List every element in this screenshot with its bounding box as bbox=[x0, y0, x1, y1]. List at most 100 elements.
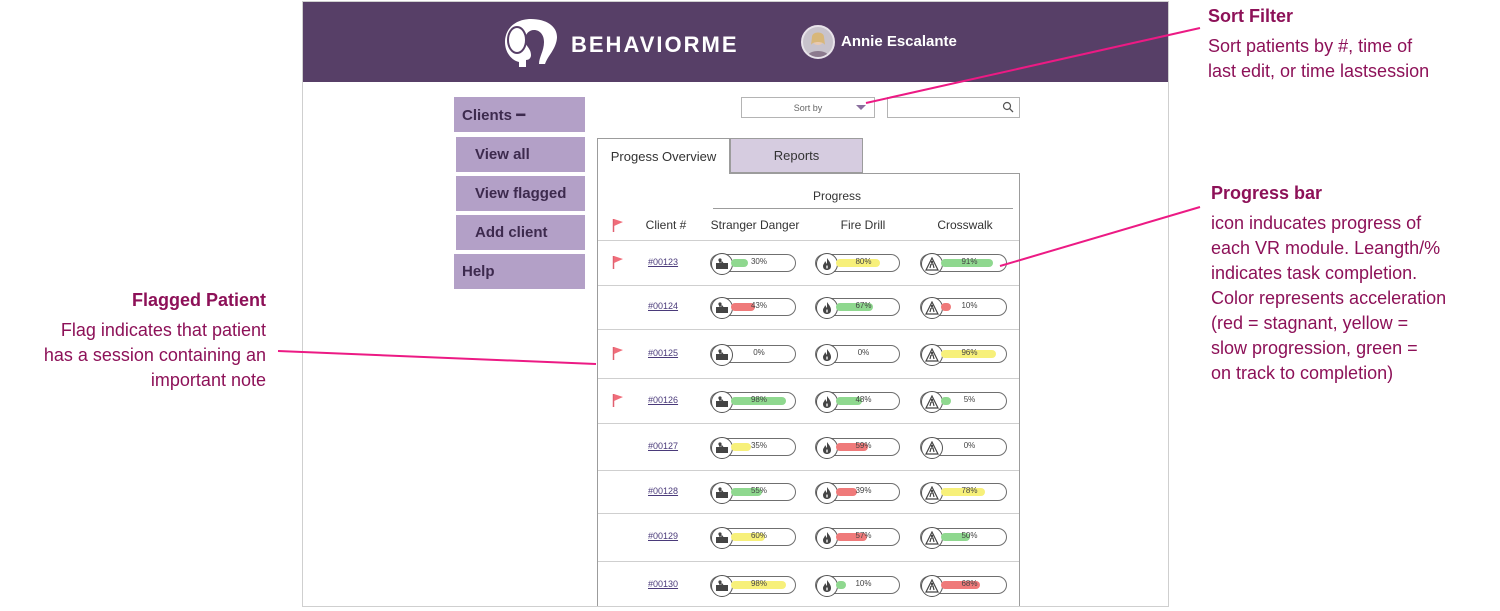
search-input[interactable] bbox=[887, 97, 1020, 118]
progress-percent: 50% bbox=[961, 531, 978, 540]
sort-label: Sort by bbox=[793, 102, 823, 113]
flag-icon[interactable] bbox=[612, 346, 624, 360]
progress-fill bbox=[836, 533, 867, 541]
client-link[interactable]: #00124 bbox=[648, 301, 679, 311]
module-progress-bar[interactable]: 35% bbox=[710, 437, 796, 459]
module-progress-bar[interactable]: 78% bbox=[920, 482, 1007, 504]
progress-percent: 98% bbox=[750, 395, 767, 404]
module-progress-bar[interactable]: 98% bbox=[710, 391, 796, 413]
annotation-flagged-title: Flagged Patient bbox=[131, 290, 266, 310]
progress-percent: 68% bbox=[961, 579, 978, 588]
client-link[interactable]: #00125 bbox=[648, 348, 679, 358]
pedestrian-sign-icon bbox=[711, 437, 733, 459]
progress-percent: 0% bbox=[753, 348, 765, 357]
module-progress-bar[interactable]: 5% bbox=[920, 391, 1007, 413]
client-link[interactable]: #00130 bbox=[648, 579, 679, 589]
progress-fill bbox=[941, 350, 996, 358]
pedestrian-sign-icon bbox=[711, 575, 733, 597]
module-progress-bar[interactable]: 55% bbox=[710, 482, 796, 504]
app-window: BEHAVIORME Annie Escalante Clients ━ Vie… bbox=[302, 1, 1169, 607]
progress-fill bbox=[731, 488, 762, 496]
table-row: #00126 98% 48% 5% bbox=[598, 378, 1019, 423]
module-progress-bar[interactable]: 67% bbox=[815, 297, 900, 319]
sort-dropdown[interactable]: Sort by bbox=[741, 97, 875, 118]
module-progress-bar[interactable]: 80% bbox=[815, 253, 900, 275]
module-progress-bar[interactable]: 39% bbox=[815, 482, 900, 504]
client-link[interactable]: #00123 bbox=[648, 257, 679, 267]
progress-percent: 91% bbox=[961, 257, 978, 266]
progress-percent: 30% bbox=[750, 257, 767, 266]
avatar[interactable] bbox=[801, 25, 835, 59]
module-progress-bar[interactable]: 60% bbox=[710, 527, 796, 549]
progress-fill bbox=[941, 533, 970, 541]
pedestrian-sign-icon bbox=[711, 482, 733, 504]
module-progress-bar[interactable]: 59% bbox=[815, 437, 900, 459]
progress-percent: 59% bbox=[855, 441, 872, 450]
client-link[interactable]: #00128 bbox=[648, 486, 679, 496]
progress-fill bbox=[941, 488, 985, 496]
pedestrian-sign-icon bbox=[711, 344, 733, 366]
flag-icon[interactable] bbox=[612, 393, 624, 407]
progress-percent: 80% bbox=[855, 257, 872, 266]
pedestrian-sign-icon bbox=[711, 253, 733, 275]
module-progress-bar[interactable]: 0% bbox=[920, 437, 1007, 459]
progress-fill bbox=[731, 303, 755, 311]
module-progress-bar[interactable]: 96% bbox=[920, 344, 1007, 366]
chevron-down-icon bbox=[856, 105, 866, 110]
crosswalk-icon bbox=[921, 344, 943, 366]
module-progress-bar[interactable]: 91% bbox=[920, 253, 1007, 275]
module-progress-bar[interactable]: 48% bbox=[815, 391, 900, 413]
crosswalk-icon bbox=[921, 253, 943, 275]
annotation-sort-text: Sort patients by #, time of last edit, o… bbox=[1208, 36, 1430, 81]
sidebar-item-clients[interactable]: Clients ━ bbox=[454, 97, 585, 132]
elephant-logo-icon bbox=[505, 19, 557, 67]
progress-percent: 43% bbox=[750, 301, 767, 310]
sidebar-item-view-all[interactable]: View all bbox=[456, 137, 585, 172]
module-progress-bar[interactable]: 0% bbox=[815, 344, 900, 366]
client-link[interactable]: #00126 bbox=[648, 395, 679, 405]
column-header-fire-drill[interactable]: Fire Drill bbox=[840, 218, 886, 232]
table-row: #00130 98% 10% 68% bbox=[598, 561, 1019, 606]
progress-fill bbox=[836, 443, 868, 451]
table-row: #00129 60% 57% 50% bbox=[598, 513, 1019, 561]
progress-percent: 98% bbox=[750, 579, 767, 588]
module-progress-bar[interactable]: 30% bbox=[710, 253, 796, 275]
column-header-stranger-danger[interactable]: Stranger Danger bbox=[710, 218, 800, 232]
app-header: BEHAVIORME Annie Escalante bbox=[303, 2, 1168, 82]
progress-percent: 5% bbox=[963, 395, 976, 404]
crosswalk-icon bbox=[921, 437, 943, 459]
table-row: #00123 30% 80% 91% bbox=[598, 240, 1019, 285]
user-name[interactable]: Annie Escalante bbox=[841, 33, 957, 50]
flag-icon[interactable] bbox=[612, 255, 624, 269]
search-icon[interactable] bbox=[1002, 101, 1014, 113]
progress-fill bbox=[731, 581, 786, 589]
table-row: #00127 35% 59% 0% bbox=[598, 423, 1019, 470]
module-progress-bar[interactable]: 57% bbox=[815, 527, 900, 549]
fire-icon bbox=[816, 253, 838, 275]
module-progress-bar[interactable]: 0% bbox=[710, 344, 796, 366]
sidebar-item-add-client[interactable]: Add client bbox=[456, 215, 585, 250]
user-photo-icon bbox=[807, 32, 829, 57]
module-progress-bar[interactable]: 43% bbox=[710, 297, 796, 319]
pedestrian-sign-icon bbox=[711, 297, 733, 319]
column-header-client[interactable]: Client # bbox=[645, 218, 687, 232]
module-progress-bar[interactable]: 98% bbox=[710, 575, 796, 597]
table-row: #00124 43% 67% 10% bbox=[598, 285, 1019, 329]
module-progress-bar[interactable]: 10% bbox=[815, 575, 900, 597]
tab-progress-overview[interactable]: Progess Overview bbox=[597, 138, 730, 174]
module-progress-bar[interactable]: 68% bbox=[920, 575, 1007, 597]
progress-percent: 67% bbox=[855, 301, 872, 310]
progress-fill bbox=[941, 259, 993, 267]
sidebar-item-view-flagged[interactable]: View flagged bbox=[456, 176, 585, 211]
client-link[interactable]: #00127 bbox=[648, 441, 679, 451]
progress-fill bbox=[941, 581, 980, 589]
progress-percent: 0% bbox=[963, 441, 976, 450]
crosswalk-icon bbox=[921, 527, 943, 549]
column-header-crosswalk[interactable]: Crosswalk bbox=[937, 218, 993, 232]
module-progress-bar[interactable]: 10% bbox=[920, 297, 1007, 319]
client-link[interactable]: #00129 bbox=[648, 531, 679, 541]
module-progress-bar[interactable]: 50% bbox=[920, 527, 1007, 549]
progress-fill bbox=[941, 397, 951, 405]
sidebar-item-help[interactable]: Help bbox=[454, 254, 585, 289]
tab-reports[interactable]: Reports bbox=[730, 138, 863, 173]
